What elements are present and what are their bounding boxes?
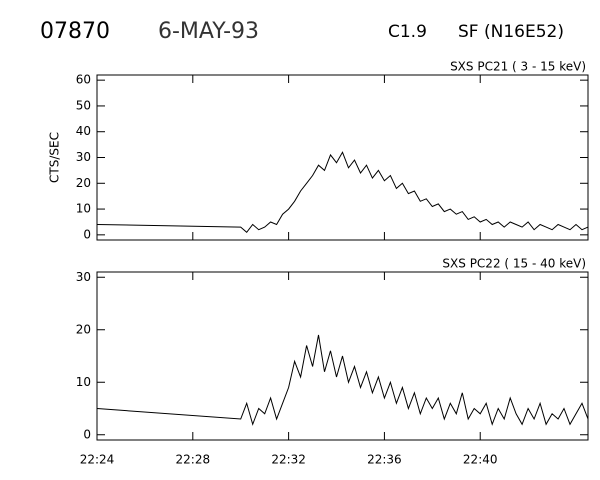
panel-title: SXS PC22 ( 15 - 40 keV) <box>442 257 586 271</box>
data-line <box>96 151 589 234</box>
y-tick-label: 60 <box>76 73 91 87</box>
y-tick-label: 20 <box>76 176 91 190</box>
x-tick-label: 22:36 <box>367 453 402 467</box>
y-tick-label: 50 <box>76 98 91 112</box>
x-tick-label: 22:40 <box>463 453 498 467</box>
y-tick-label: 10 <box>76 202 91 216</box>
region-id: 07870 <box>40 19 110 44</box>
y-tick-label: 20 <box>76 322 91 336</box>
panel-title: SXS PC21 ( 3 - 15 keV) <box>450 60 586 74</box>
y-axis-label: CTS/SEC <box>48 132 62 183</box>
flare-class: C1.9 <box>388 22 427 42</box>
plot-frame <box>96 271 589 441</box>
plot-frame <box>96 74 589 241</box>
y-tick-label: 30 <box>76 150 91 164</box>
x-tick-label: 22:28 <box>176 453 211 467</box>
y-tick-label: 40 <box>76 124 91 138</box>
flare-location: SF (N16E52) <box>458 22 564 42</box>
x-tick-label: 22:24 <box>80 453 115 467</box>
y-tick-label: 0 <box>83 227 91 241</box>
data-line <box>96 334 589 426</box>
y-tick-label: 30 <box>76 270 91 284</box>
y-tick-label: 10 <box>76 375 91 389</box>
x-tick-label: 22:32 <box>271 453 306 467</box>
y-tick-label: 0 <box>83 427 91 441</box>
date: 6-MAY-93 <box>158 19 259 44</box>
